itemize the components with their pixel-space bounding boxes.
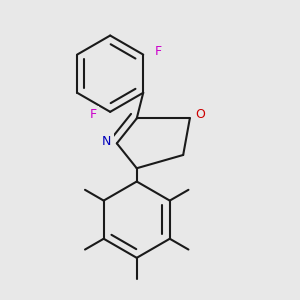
Text: F: F xyxy=(90,108,97,121)
Text: N: N xyxy=(102,135,112,148)
Text: F: F xyxy=(154,45,162,58)
Text: O: O xyxy=(196,108,206,121)
